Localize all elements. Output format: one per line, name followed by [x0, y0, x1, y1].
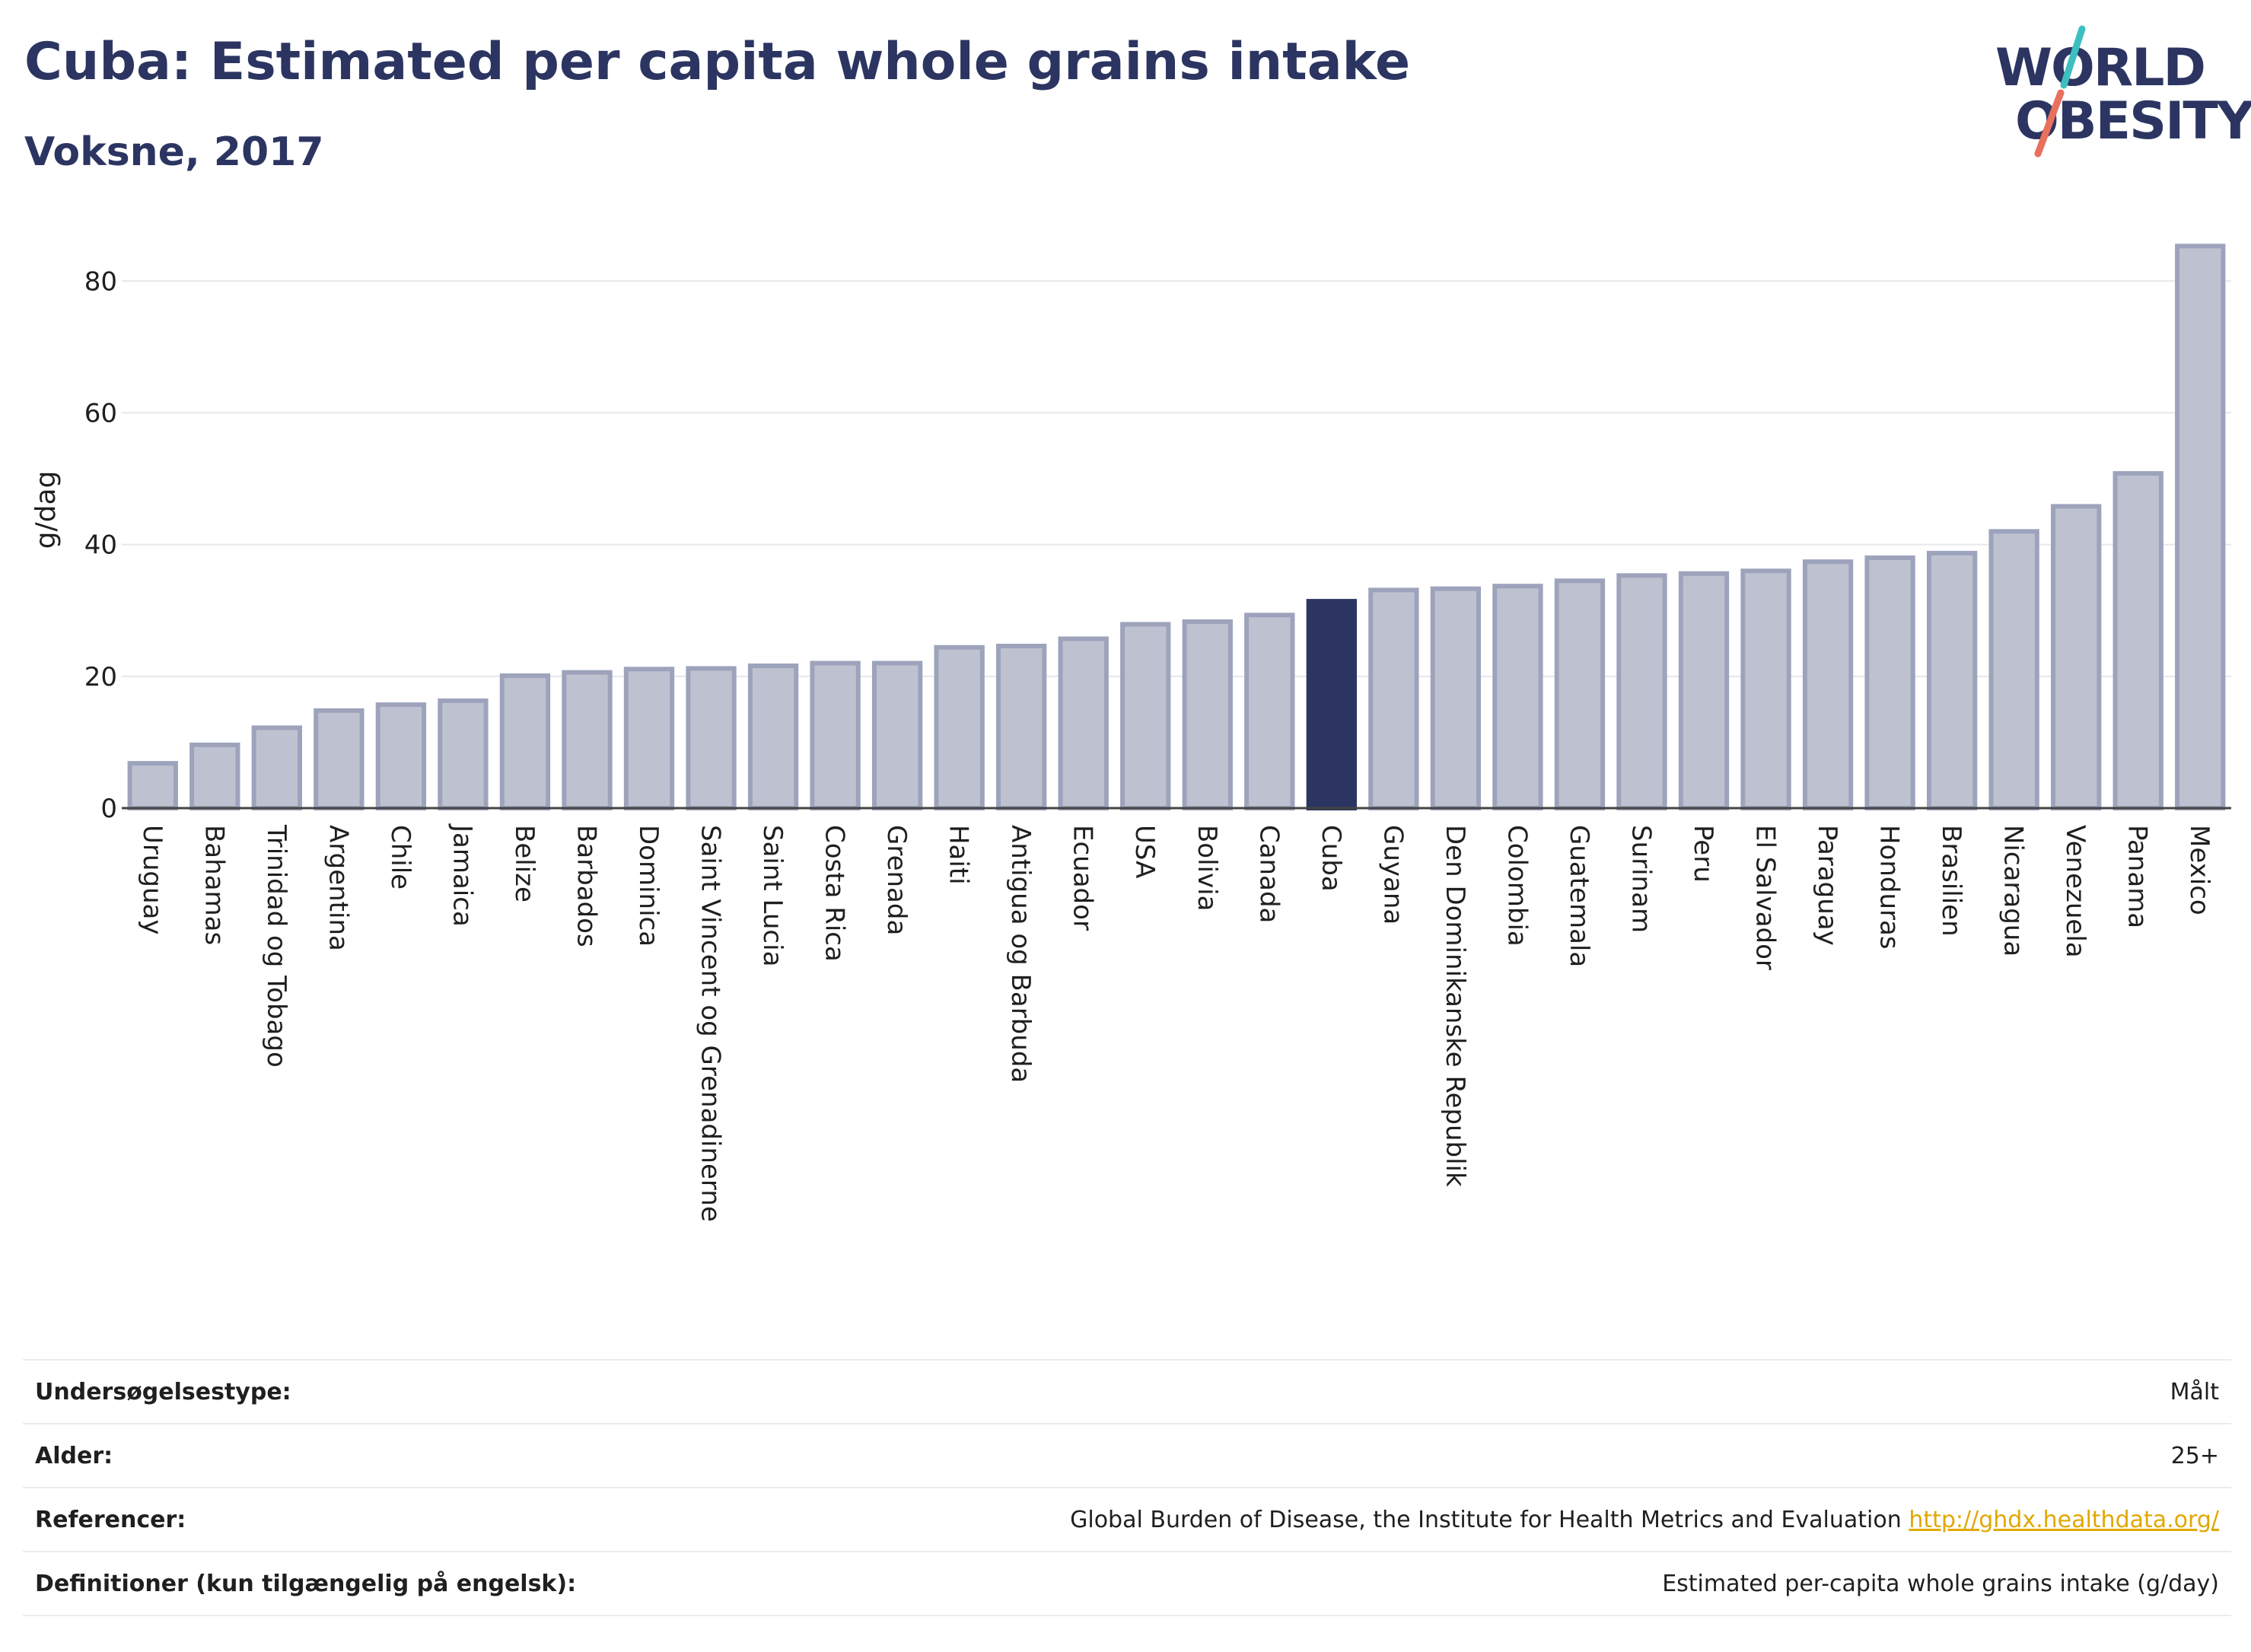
x-tick-label: Canada — [1253, 825, 1284, 923]
bar-saint-lucia — [747, 663, 799, 810]
y-tick-label: 80 — [84, 266, 117, 297]
x-tick-label: Ecuador — [1068, 825, 1098, 931]
bar-venezuela — [2051, 504, 2102, 810]
bar-belize — [499, 673, 551, 810]
info-table: Undersøgelsestype: Målt Alder: 25+ Refer… — [23, 1359, 2231, 1616]
x-tick-label: Uruguay — [137, 825, 167, 935]
info-row-definitions: Definitioner (kun tilgængelig på engelsk… — [23, 1551, 2231, 1616]
x-tick-label: Venezuela — [2060, 825, 2090, 958]
bar-cuba — [1306, 599, 1357, 810]
x-tick-label: Dominica — [633, 825, 664, 947]
bar-honduras — [1864, 555, 1915, 810]
x-tick-label: Bahamas — [199, 825, 229, 945]
x-tick-label: Barbados — [571, 825, 601, 947]
info-label: Undersøgelsestype: — [23, 1359, 741, 1424]
bar-trinidad-og-tobago — [251, 725, 302, 810]
x-tick-label: Saint Vincent og Grenadinerne — [696, 825, 726, 1222]
y-tick-label: 40 — [84, 530, 117, 561]
x-tick-label: Costa Rica — [820, 825, 850, 962]
bar-costa-rica — [810, 660, 861, 810]
x-tick-label: Mexico — [2184, 825, 2214, 915]
x-tick-label: Haiti — [944, 825, 974, 885]
y-tick-label: 20 — [84, 662, 117, 692]
info-value: Global Burden of Disease, the Institute … — [740, 1487, 2231, 1552]
info-label: Definitioner (kun tilgængelig på engelsk… — [23, 1551, 741, 1616]
x-tick-label: Paraguay — [1812, 825, 1842, 946]
x-tick-label: Peru — [1688, 825, 1718, 883]
reference-link[interactable]: http://ghdx.healthdata.org/ — [1909, 1506, 2219, 1533]
bar-ecuador — [1058, 636, 1109, 810]
bar-brasilien — [1926, 550, 1978, 810]
bar-nicaragua — [1988, 529, 2039, 810]
x-tick-label: Jamaica — [447, 823, 477, 927]
bar-saint-vincent-og-grenadinerne — [686, 666, 737, 810]
bar-antigua-og-barbuda — [996, 643, 1047, 811]
x-tick-label: Belize — [509, 825, 540, 902]
x-tick-label: Guatemala — [1564, 825, 1594, 967]
logo-line1: WORLD — [1995, 38, 2206, 98]
world-obesity-logo: WORLD OBESITY — [1979, 23, 2251, 160]
x-tick-label: Cuba — [1316, 825, 1346, 892]
bar-bolivia — [1182, 619, 1233, 811]
bar-colombia — [1492, 584, 1543, 810]
bar-uruguay — [127, 761, 178, 810]
x-tick-label: Chile — [385, 825, 415, 890]
bar-guatemala — [1554, 578, 1606, 810]
y-axis-ticks: 0 20 40 60 80 — [84, 266, 117, 824]
bar-grenada — [871, 660, 923, 810]
x-tick-label: Surinam — [1625, 825, 1656, 933]
bar-surinam — [1616, 573, 1667, 810]
info-row-references: Referencer: Global Burden of Disease, th… — [23, 1487, 2231, 1552]
info-value: Målt — [740, 1359, 2231, 1424]
info-label: Referencer: — [23, 1487, 741, 1552]
bar-jamaica — [438, 698, 489, 810]
x-tick-label: Colombia — [1501, 825, 1532, 947]
bar-argentina — [314, 708, 365, 810]
x-tick-label: El Salvador — [1750, 825, 1781, 970]
reference-text: Global Burden of Disease, the Institute … — [1070, 1506, 1902, 1533]
x-tick-label: Panama — [2122, 825, 2153, 928]
x-tick-label: Antigua og Barbuda — [1005, 825, 1036, 1083]
y-tick-label: 0 — [100, 794, 117, 824]
x-tick-label: Bolivia — [1192, 825, 1222, 911]
y-axis-label: g/dag — [30, 471, 62, 549]
bar-usa — [1120, 622, 1171, 811]
info-value: 25+ — [740, 1423, 2231, 1488]
logo-slash-icon — [2034, 25, 2086, 158]
x-tick-label: Argentina — [323, 825, 353, 951]
x-tick-label: Grenada — [881, 825, 912, 935]
x-tick-label: Brasilien — [1936, 825, 1966, 937]
bar-chart: 0 20 40 60 80 Uruguay Bahamas Trinidad og Toba… — [30, 244, 2231, 1222]
chart-subtitle: Voksne, 2017 — [24, 129, 324, 175]
x-tick-label: Guyana — [1377, 825, 1408, 925]
bar-chile — [375, 702, 427, 810]
info-label: Alder: — [23, 1423, 741, 1488]
x-tick-label: Honduras — [1874, 825, 1905, 950]
info-value: Estimated per-capita whole grains intake… — [740, 1551, 2231, 1616]
chart-title: Cuba: Estimated per capita whole grains … — [24, 32, 1411, 92]
info-row-age: Alder: 25+ — [23, 1423, 2231, 1488]
bar-panama — [2113, 471, 2163, 810]
bar-haiti — [934, 645, 985, 811]
bar-den-dominikanske-republik — [1430, 586, 1482, 810]
bar-mexico — [2175, 244, 2226, 811]
x-tick-label: Nicaragua — [1998, 825, 2029, 957]
bar-bahamas — [189, 742, 240, 811]
bar-canada — [1244, 613, 1295, 810]
bar-barbados — [562, 670, 613, 811]
x-tick-label: Den Dominikanske Republik — [1440, 825, 1470, 1187]
x-tick-label: USA — [1129, 825, 1160, 878]
bar-peru — [1678, 571, 1730, 810]
x-axis-labels: Uruguay Bahamas Trinidad og Tobago Argentin… — [137, 823, 2214, 1222]
bar-dominica — [623, 667, 675, 810]
info-row-survey-type: Undersøgelsestype: Målt — [23, 1359, 2231, 1424]
bar-guyana — [1368, 587, 1419, 810]
bar-paraguay — [1802, 559, 1854, 810]
bars — [127, 244, 2226, 811]
y-tick-label: 60 — [84, 398, 117, 428]
x-tick-label: Trinidad og Tobago — [261, 824, 291, 1068]
x-tick-label: Saint Lucia — [757, 825, 788, 966]
bar-el-salvador — [1740, 568, 1791, 810]
